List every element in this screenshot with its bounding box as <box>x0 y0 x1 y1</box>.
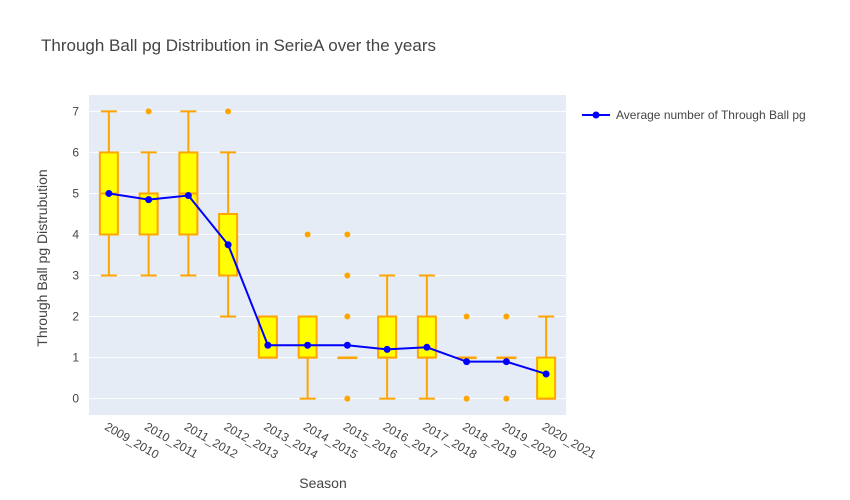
gridlines <box>89 110 566 400</box>
average-line <box>108 192 547 375</box>
box-2019_2020[interactable] <box>496 313 517 402</box>
box-2018_2019[interactable] <box>456 313 477 402</box>
y-tick-label: 3 <box>72 269 79 283</box>
average-point[interactable] <box>463 358 471 366</box>
average-point[interactable] <box>184 192 192 200</box>
legend-marker-swatch <box>592 111 600 119</box>
y-tick-label: 2 <box>72 310 79 324</box>
y-tick-label: 7 <box>72 104 79 118</box>
outlier-point <box>503 313 510 320</box>
average-point[interactable] <box>264 341 272 349</box>
outlier-point <box>463 395 470 402</box>
y-tick-label: 6 <box>72 145 79 159</box>
y-tick-label: 4 <box>72 227 79 241</box>
box-2016_2017[interactable] <box>377 274 398 400</box>
box-2010_2011[interactable] <box>138 108 159 277</box>
outlier-point <box>304 231 311 238</box>
outlier-point <box>344 313 351 320</box>
box-body <box>536 356 557 400</box>
chart-title: Through Ball pg Distribution in SerieA o… <box>41 36 436 55</box>
average-point[interactable] <box>343 341 351 349</box>
legend[interactable]: Average number of Through Ball pg <box>582 108 806 122</box>
box-body <box>416 315 437 359</box>
average-point[interactable] <box>304 341 312 349</box>
average-point[interactable] <box>224 241 232 249</box>
outlier-point <box>463 313 470 320</box>
box-2013_2014[interactable] <box>257 315 278 359</box>
average-point[interactable] <box>145 196 153 204</box>
y-tick-labels: 0 1 2 3 4 5 6 7 <box>72 104 79 405</box>
average-line-series <box>105 189 550 378</box>
outlier-point <box>344 272 351 279</box>
average-point[interactable] <box>542 370 550 378</box>
outlier-point <box>225 108 232 115</box>
outlier-point <box>503 395 510 402</box>
box-2014_2015[interactable] <box>297 231 318 400</box>
y-tick-label: 5 <box>72 186 79 200</box>
average-point[interactable] <box>383 345 391 353</box>
plot-area <box>89 95 566 415</box>
average-point[interactable] <box>105 189 113 197</box>
x-tick-labels: 2009_20102010_20112011_20122012_20132013… <box>102 419 599 461</box>
average-point[interactable] <box>502 358 510 366</box>
box-2015_2016[interactable] <box>337 231 358 402</box>
average-point[interactable] <box>423 343 431 351</box>
outlier-point <box>344 395 351 402</box>
box-plots <box>98 108 557 402</box>
y-tick-label: 1 <box>72 351 79 365</box>
y-axis-title: Through Ball pg Distrubution <box>34 169 50 346</box>
box-body <box>257 315 278 359</box>
outlier-point <box>145 108 152 115</box>
legend-label: Average number of Through Ball pg <box>616 108 806 122</box>
y-tick-label: 0 <box>72 392 79 406</box>
x-axis-title: Season <box>299 475 346 491</box>
box-2020_2021[interactable] <box>536 315 557 400</box>
outlier-point <box>344 231 351 238</box>
box-body <box>297 315 318 359</box>
